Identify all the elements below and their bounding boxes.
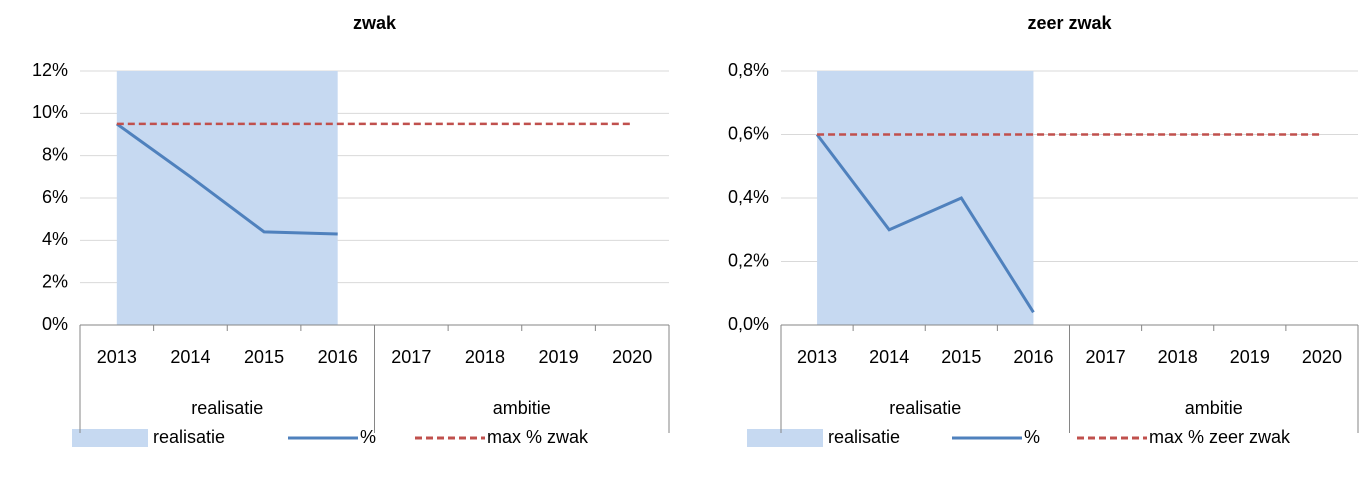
x-tick-label: 2019 [1230, 347, 1270, 367]
y-tick-label: 6% [42, 187, 68, 207]
chart-title: zwak [353, 13, 397, 33]
legend-label: max % zwak [487, 427, 589, 447]
legend-label: realisatie [828, 427, 900, 447]
x-tick-label: 2013 [97, 347, 137, 367]
y-tick-label: 0% [42, 314, 68, 334]
group-label: ambitie [1185, 398, 1243, 418]
x-tick-label: 2017 [1086, 347, 1126, 367]
x-tick-label: 2016 [318, 347, 358, 367]
y-tick-label: 0,0% [728, 314, 769, 334]
y-tick-label: 0,8% [728, 60, 769, 80]
legend-label: realisatie [153, 427, 225, 447]
group-label: ambitie [493, 398, 551, 418]
chart-title: zeer zwak [1027, 13, 1112, 33]
x-tick-label: 2016 [1013, 347, 1053, 367]
y-tick-label: 0,2% [728, 250, 769, 270]
group-label: realisatie [191, 398, 263, 418]
legend-swatch [72, 429, 148, 447]
line [815, 133, 1035, 314]
y-tick-label: 0,4% [728, 187, 769, 207]
x-tick-label: 2017 [391, 347, 431, 367]
group-label: realisatie [889, 398, 961, 418]
x-tick-label: 2018 [1158, 347, 1198, 367]
x-tick-label: 2015 [941, 347, 981, 367]
area [817, 71, 1034, 325]
legend-label: % [360, 427, 376, 447]
y-tick-label: 4% [42, 229, 68, 249]
x-tick-label: 2020 [1302, 347, 1342, 367]
y-tick-label: 12% [32, 60, 68, 80]
x-tick-label: 2015 [244, 347, 284, 367]
x-tick-label: 2014 [170, 347, 210, 367]
x-tick-label: 2020 [612, 347, 652, 367]
y-tick-label: 8% [42, 144, 68, 164]
x-tick-label: 2013 [797, 347, 837, 367]
x-tick-label: 2019 [539, 347, 579, 367]
legend-label: % [1024, 427, 1040, 447]
x-tick-label: 2018 [465, 347, 505, 367]
y-tick-label: 0,6% [728, 123, 769, 143]
x-tick-label: 2014 [869, 347, 909, 367]
line [115, 122, 338, 236]
legend-swatch [747, 429, 823, 447]
legend-label: max % zeer zwak [1149, 427, 1291, 447]
area [116, 71, 338, 325]
y-tick-label: 2% [42, 271, 68, 291]
y-tick-label: 10% [32, 102, 68, 122]
